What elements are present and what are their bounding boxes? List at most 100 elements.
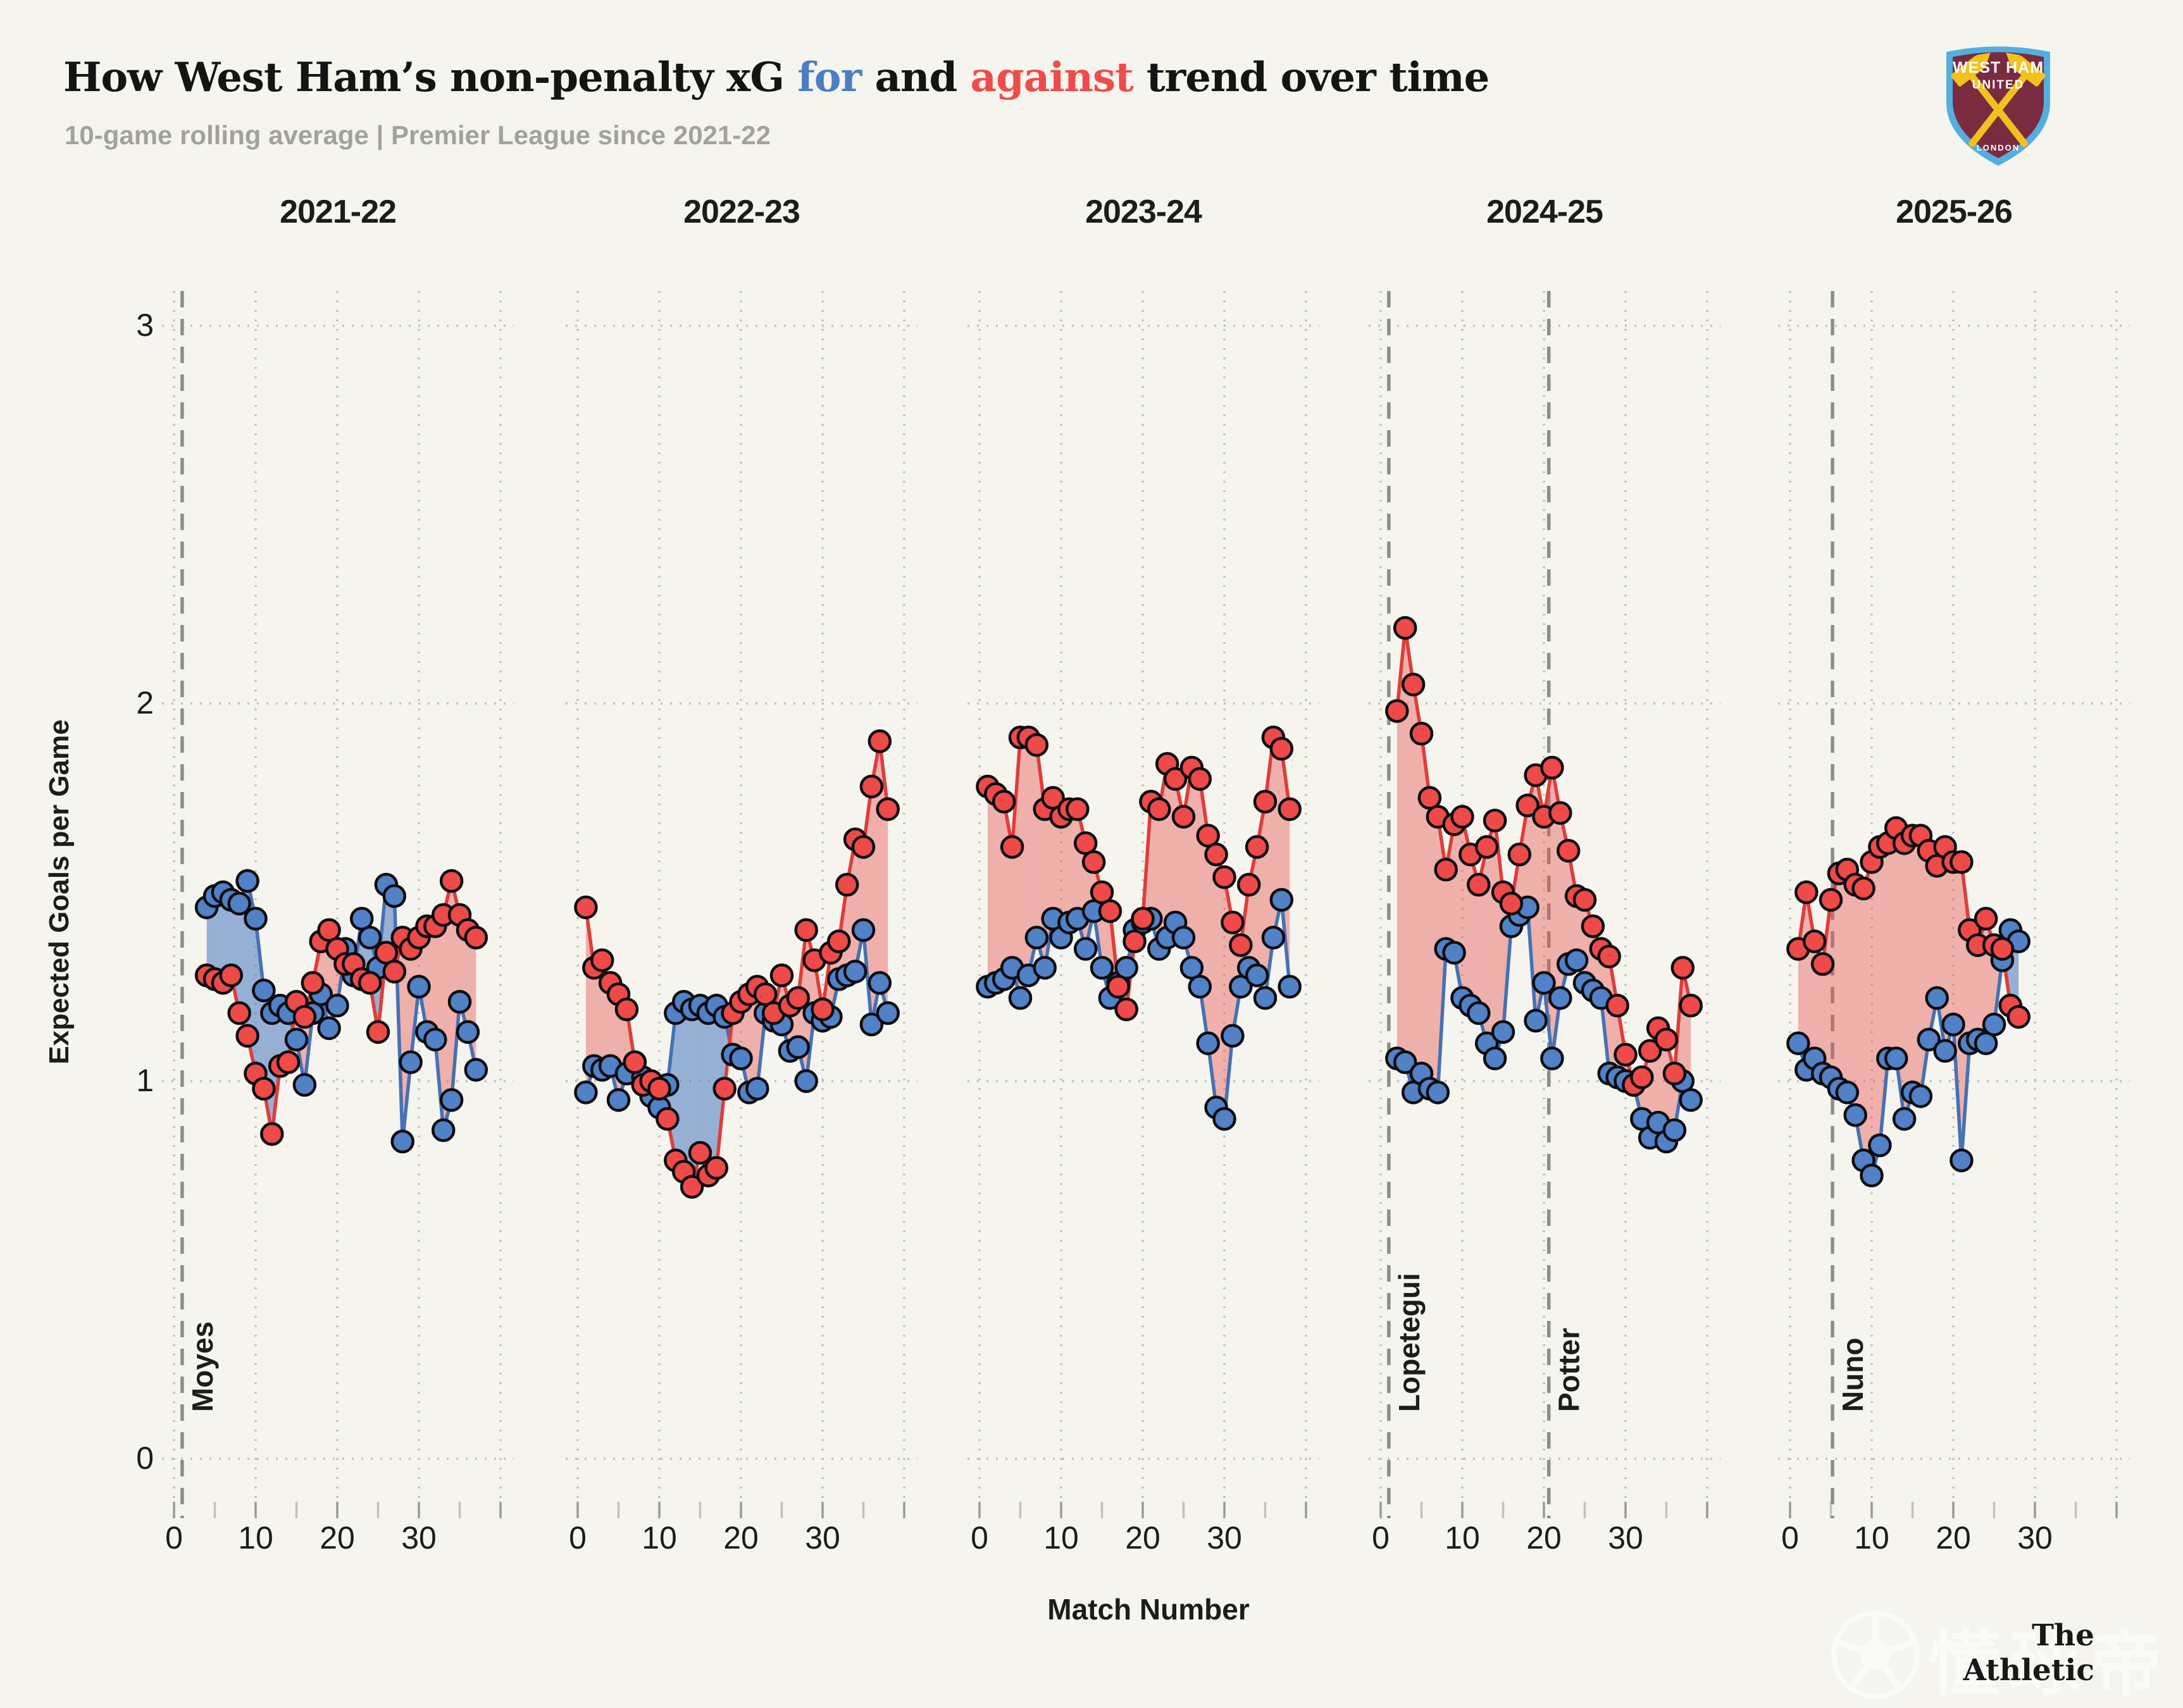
xg-against-point <box>1581 914 1605 938</box>
x-tick-label: 20 <box>1125 1520 1160 1556</box>
area-fill <box>1028 737 1037 975</box>
area-fill <box>1969 930 1978 1044</box>
area-fill <box>1012 737 1021 998</box>
xg-against-point <box>1000 835 1024 859</box>
xg-for-point <box>868 971 892 995</box>
xg-against-point <box>859 774 884 799</box>
xg-for-point <box>1467 1001 1491 1025</box>
xg-against-point <box>1548 801 1572 825</box>
xg-for-point <box>1925 986 1949 1010</box>
xg-for-point <box>325 993 349 1018</box>
xg-against-point <box>1106 975 1131 999</box>
area-fill <box>1839 869 1848 1092</box>
xg-for-point <box>843 960 868 984</box>
area-fill <box>1609 956 1618 1078</box>
xg-for-point <box>1917 1027 1941 1052</box>
xg-for-point <box>390 1129 414 1154</box>
x-tick-label: 10 <box>1854 1520 1889 1556</box>
xg-against-point <box>876 797 900 821</box>
xg-for-point <box>252 978 276 1003</box>
xg-against-point <box>1204 843 1228 867</box>
area-fill <box>215 892 223 983</box>
xg-against-point <box>1123 929 1147 953</box>
xg-against-point <box>1630 1065 1654 1089</box>
xg-for-point <box>1786 1031 1810 1056</box>
xg-against-point <box>1401 672 1426 696</box>
xg-against-point <box>1483 808 1507 832</box>
xg-for-point <box>439 1088 464 1112</box>
x-tick-label: 10 <box>642 1520 677 1556</box>
xg-against-point <box>1802 929 1827 953</box>
xg-against-point <box>868 729 892 753</box>
xg-against-point <box>1163 767 1188 791</box>
x-tick-label: 20 <box>1526 1520 1562 1556</box>
xg-against-point <box>1507 843 1532 867</box>
chart-title: How West Ham’s non-penalty xG for and ag… <box>63 53 1490 101</box>
xg-against-point <box>252 1077 276 1101</box>
title-and-word: and <box>861 53 971 101</box>
xg-against-point <box>301 971 325 995</box>
xg-for-point <box>1532 971 1556 995</box>
xg-against-point <box>647 1077 671 1101</box>
x-tick-label: 20 <box>320 1520 355 1556</box>
xg-against-point <box>366 1020 390 1044</box>
xg-for-point <box>227 891 251 916</box>
y-tick-label: 3 <box>136 307 154 343</box>
x-tick-label: 30 <box>1608 1520 1643 1556</box>
xg-against-point <box>292 1005 317 1029</box>
area-fill <box>1536 775 1544 1021</box>
x-tick-label: 0 <box>1372 1520 1390 1556</box>
area-fill <box>1888 828 1896 1059</box>
xg-for-point <box>1548 986 1572 1010</box>
area-fill <box>1953 862 1962 1161</box>
xg-against-point <box>1171 805 1196 829</box>
xg-against-point <box>1434 857 1458 882</box>
xg-for-point <box>1261 925 1286 950</box>
xg-for-point <box>574 1080 598 1105</box>
xg-for-point <box>1662 1118 1687 1142</box>
xg-against-point <box>1662 1061 1687 1086</box>
area-fill <box>1273 737 1282 938</box>
area-fill <box>1053 798 1061 938</box>
area-fill <box>1872 846 1880 1176</box>
area-fill <box>1020 737 1029 998</box>
season-label: 2023-24 <box>1085 194 1202 230</box>
xg-for-point <box>292 1073 317 1097</box>
badge-united: UNITED <box>1972 78 2025 92</box>
xg-against-point <box>704 1156 729 1180</box>
xg-for-point <box>423 1027 447 1052</box>
crossed-hammers-icon <box>1951 53 2046 147</box>
x-tick-label: 20 <box>1936 1520 1971 1556</box>
xg-against-point <box>1794 880 1819 905</box>
area-fill <box>1413 684 1422 1092</box>
xg-for-point <box>1483 1046 1507 1070</box>
badge-club-name: WEST HAM <box>1953 59 2044 77</box>
xg-for-point <box>244 907 268 931</box>
xg-for-point <box>358 925 382 950</box>
area-fill <box>1904 835 1913 1119</box>
xg-against-point <box>1597 944 1621 968</box>
xg-for-point <box>1212 1106 1236 1131</box>
xg-for-point <box>235 869 259 893</box>
xg-against-point <box>382 960 407 984</box>
xg-for-point <box>1933 1039 1957 1063</box>
title-suffix: trend over time <box>1133 53 1490 101</box>
xg-for-point <box>1008 986 1033 1010</box>
xg-against-point <box>1467 872 1491 897</box>
area-fill <box>1863 862 1872 1176</box>
x-tick-label: 30 <box>1207 1520 1242 1556</box>
manager-label: Lopetegui <box>1393 1273 1426 1412</box>
xg-against-point <box>680 1175 704 1199</box>
season-label: 2022-23 <box>683 194 800 230</box>
xg-against-point <box>623 1050 647 1074</box>
xg-against-point <box>1278 797 1302 821</box>
area-fill <box>700 1005 709 1176</box>
xg-for-point <box>464 1058 488 1082</box>
xg-against-point <box>1188 767 1212 791</box>
xg-for-point <box>1024 925 1049 950</box>
x-tick-label: 30 <box>805 1520 840 1556</box>
xg-for-point <box>456 1020 480 1044</box>
x-tick-label: 0 <box>569 1520 587 1556</box>
manager-label: Nuno <box>1836 1337 1869 1412</box>
xg-for-point <box>1171 925 1196 950</box>
